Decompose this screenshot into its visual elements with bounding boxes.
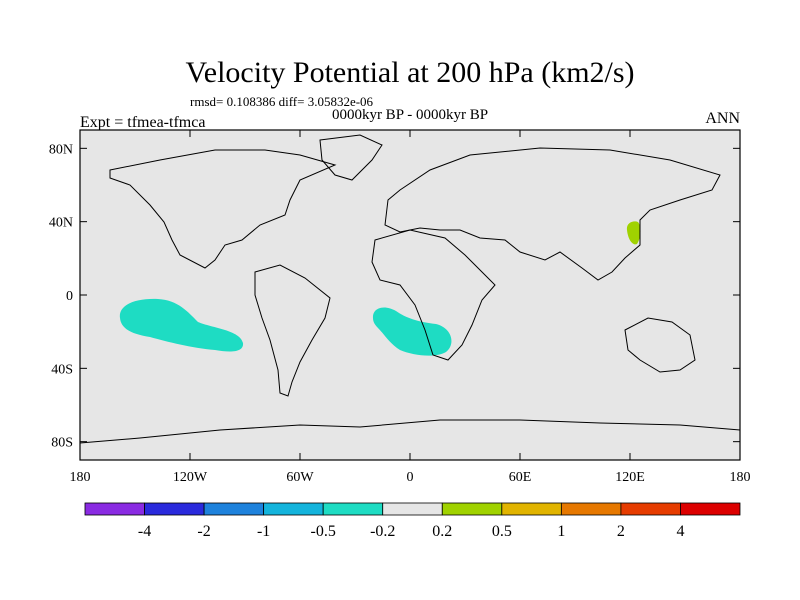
stats-label: rmsd= 0.108386 diff= 3.05832e-06 <box>190 94 374 109</box>
lat-tick-label: 40S <box>51 362 73 377</box>
colorbar-swatch <box>560 502 622 516</box>
colorbar-swatch <box>680 502 741 516</box>
colorbar-swatch <box>620 502 681 516</box>
colorbar-swatch <box>382 502 443 516</box>
colorbar-label: 0.5 <box>492 523 512 540</box>
coastline-greenland <box>319 134 383 181</box>
coastline-africa <box>371 229 496 361</box>
colorbar-label: -0.2 <box>370 523 395 540</box>
lon-tick-label: 0 <box>407 470 414 485</box>
coastline-north-america <box>109 149 337 269</box>
axis-ticks: 80N 40N 0 40S 80S 180 120W 60W 0 60E 120E 180 <box>49 130 751 485</box>
lon-tick-label: 180 <box>70 470 91 485</box>
coastline-south-america <box>254 264 331 397</box>
colorbar-label: 1 <box>557 523 565 540</box>
colorbar-swatch <box>322 502 384 516</box>
colorbar-label: 4 <box>676 523 684 540</box>
lat-tick-label: 40N <box>49 216 73 231</box>
lon-tick-label: 120E <box>615 470 645 485</box>
east-asia-positive-region <box>626 221 641 245</box>
experiment-label: Expt = tfmea-tfmca <box>80 114 205 131</box>
colorbar-swatch <box>84 502 145 516</box>
colorbar-swatch <box>203 502 265 516</box>
colorbar-label: -0.5 <box>311 523 336 540</box>
season-label: ANN <box>705 110 740 127</box>
lon-tick-label: 180 <box>730 470 751 485</box>
central-pacific-negative-region <box>119 298 244 352</box>
colorbar: -4 -2 -1 -0.5 -0.2 0.2 0.5 1 2 4 <box>84 502 741 540</box>
map-panel: 80N 40N 0 40S 80S 180 120W 60W 0 60E 120E 180 <box>49 129 751 485</box>
colorbar-swatch <box>144 502 205 516</box>
lat-tick-label: 0 <box>66 289 73 304</box>
map-background <box>80 130 740 460</box>
colorbar-label: 2 <box>617 523 625 540</box>
lon-tick-label: 60W <box>286 470 314 485</box>
colorbar-label: -4 <box>138 523 151 540</box>
coastlines <box>79 134 741 444</box>
colorbar-label: 0.2 <box>432 523 452 540</box>
coastline-eurasia <box>384 147 721 281</box>
colorbar-swatch <box>441 502 503 516</box>
lat-tick-label: 80S <box>51 436 73 451</box>
colorbar-swatch <box>501 502 562 516</box>
lon-tick-label: 120W <box>173 470 208 485</box>
colorbar-swatch <box>263 502 324 516</box>
south-atlantic-negative-region <box>372 307 452 356</box>
lon-tick-label: 60E <box>509 470 532 485</box>
coastline-australia <box>624 317 696 373</box>
lat-tick-label: 80N <box>49 142 73 157</box>
figure-title: Velocity Potential at 200 hPa (km2/s) <box>185 56 634 89</box>
subtitle-label: 0000kyr BP - 0000kyr BP <box>332 107 488 123</box>
colorbar-label: -2 <box>197 523 210 540</box>
coastline-antarctica <box>79 419 741 444</box>
colorbar-label: -1 <box>257 523 270 540</box>
